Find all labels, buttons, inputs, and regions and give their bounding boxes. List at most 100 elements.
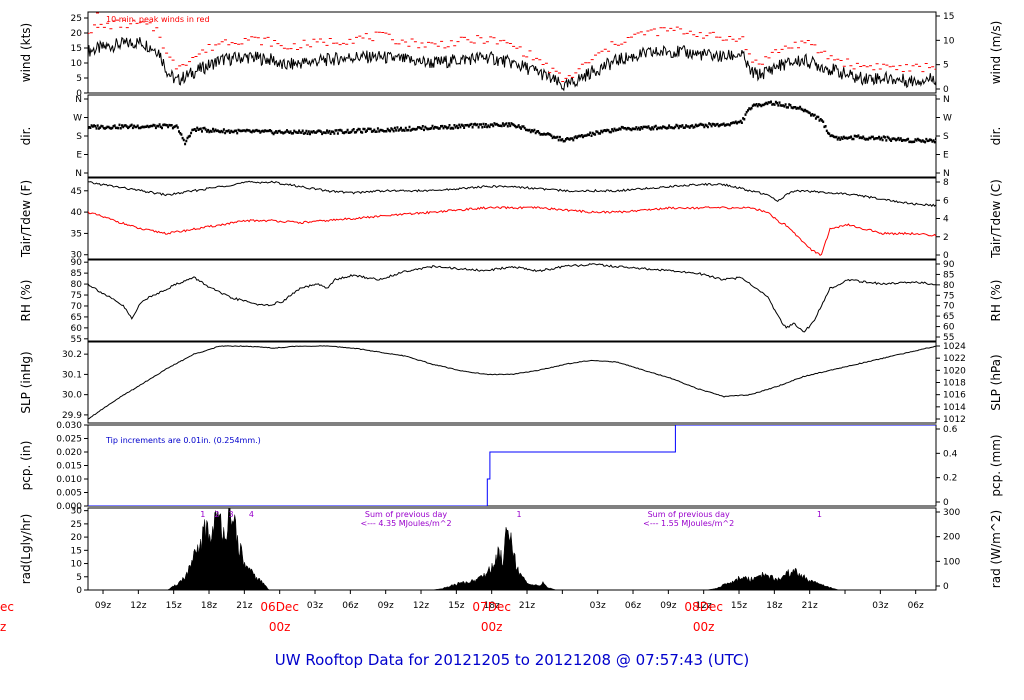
rad-hour-marker: 1 — [517, 510, 522, 519]
slp-rtick-label: 1024 — [943, 342, 966, 352]
rh-rtick-label: 75 — [943, 291, 954, 301]
radiation-series — [88, 508, 936, 590]
dir-plot — [88, 100, 936, 146]
precip-series — [88, 425, 936, 506]
rad-hour-marker: 4 — [249, 510, 254, 519]
slp-ytick-label: 29.9 — [62, 411, 82, 421]
wind-rtick-label: 10 — [943, 36, 955, 46]
x-tick-label: 06z — [625, 601, 641, 611]
temp-rtick-label: 4 — [943, 215, 949, 225]
rad-ytick-label: 15 — [71, 546, 82, 556]
rad-hour-marker: 1 — [200, 510, 205, 519]
pcp-ytick-label: 0.010 — [56, 475, 82, 485]
rad-daily-sum-note: <--- 1.55 MJoules/m^2 — [643, 519, 734, 528]
dir-ytick-label: N — [75, 169, 82, 179]
x-tick-label: 12z — [696, 601, 712, 611]
rh-ytick-label: 60 — [71, 324, 83, 334]
panel-pcp: pcp. (in) pcp. (mm) 0.000 0.005 0.010 0.015 0.… — [19, 421, 1003, 512]
rh-rtick-label: 80 — [943, 281, 955, 291]
wind-ytick-label: 0 — [76, 89, 82, 99]
time-axis: 09z 12z 15z 18z 21z 03z 06z 09z 12z 15z 18z 21z 03z 0… — [0, 590, 924, 634]
temp-rtick-label: 0 — [943, 251, 949, 261]
x-tick-label: 18z — [766, 601, 782, 611]
wind-rtick-label: 0 — [943, 85, 949, 95]
day-hour-label-partial: z — [0, 620, 6, 634]
rad-ylabel: rad(Lgly/hr) — [19, 514, 33, 585]
slp-ytick-label: 30.0 — [62, 391, 82, 401]
x-tick-label: 18z — [201, 601, 217, 611]
dir-ytick-label: N — [75, 95, 82, 105]
rad-daily-sum-note: Sum of previous day — [365, 510, 447, 519]
pcp-rtick-label: 0.6 — [943, 425, 958, 435]
rad-plot — [88, 508, 936, 590]
x-tick-label: 21z — [802, 601, 818, 611]
pcp-ytick-label: 0.030 — [56, 421, 82, 431]
temp-ylabel-right: Tair/Tdew (C) — [989, 179, 1003, 259]
rad-ylabel-right: rad (W/m^2) — [989, 510, 1003, 588]
temp-ylabel: Tair/Tdew (F) — [19, 180, 33, 258]
rh-ytick-label: 65 — [71, 313, 82, 323]
day-hour-label: 00z — [269, 620, 291, 634]
rad-hour-marker: 3 — [229, 510, 234, 519]
panel-slp: SLP (inHg) SLP (hPa) 29.9 30.0 30.1 30.2 1012 1… — [19, 341, 1003, 425]
dir-ylabel-right: dir. — [989, 127, 1003, 146]
x-tick-label: 12z — [130, 601, 146, 611]
slp-rtick-label: 1020 — [943, 366, 966, 376]
slp-ytick-label: 30.1 — [62, 370, 82, 380]
pcp-ylabel-right: pcp. (mm) — [989, 434, 1003, 496]
rh-ytick-label: 75 — [71, 291, 82, 301]
wind-wind-series — [88, 36, 936, 92]
wind-ytick-label: 5 — [76, 74, 82, 84]
rh-ytick-label: 80 — [71, 280, 83, 290]
dir-rtick-label: E — [943, 151, 949, 161]
x-tick-label: 18z — [484, 601, 500, 611]
rad-daily-sum-note: <--- 4.35 MJoules/m^2 — [360, 519, 451, 528]
rad-hour-marker: 1 — [817, 510, 822, 519]
rh-frame — [87, 259, 937, 342]
slp-rtick-label: 1016 — [943, 391, 966, 401]
dir-rtick-label: S — [943, 132, 949, 142]
slp-ylabel-right: SLP (hPa) — [989, 354, 1003, 410]
rh-ylabel-right: RH (%) — [989, 280, 1003, 322]
rad-ytick-label: 10 — [71, 560, 83, 570]
temp-ytick-label: 35 — [71, 229, 82, 239]
chart-title: UW Rooftop Data for 20121205 to 20121208… — [275, 651, 749, 669]
rad-daily-sum-note: Sum of previous day — [648, 510, 730, 519]
dir-rtick-label: N — [943, 95, 950, 105]
day-hour-label: 00z — [481, 620, 503, 634]
wind-ytick-label: 15 — [71, 44, 82, 54]
x-tick-label: 12z — [413, 601, 429, 611]
rad-ytick-label: 0 — [76, 586, 82, 596]
x-tick-label: 21z — [236, 601, 252, 611]
pcp-ylabel: pcp. (in) — [19, 441, 33, 491]
rad-ytick-label: 5 — [76, 573, 82, 583]
rad-rtick-label: 0 — [943, 582, 949, 592]
rh-ytick-label: 70 — [71, 302, 83, 312]
panel-temp: Tair/Tdew (F) Tair/Tdew (C) 30 35 40 45 0 2 4 6 8 — [19, 177, 1003, 261]
pcp-ytick-label: 0.005 — [56, 489, 82, 499]
pcp-rtick-label: 0.2 — [943, 474, 957, 484]
rad-hour-marker: 2 — [214, 510, 219, 519]
wind-ytick-label: 20 — [71, 29, 83, 39]
rh-ytick-label: 55 — [71, 335, 82, 345]
rh-rtick-label: 85 — [943, 270, 954, 280]
x-tick-label: 03z — [872, 601, 888, 611]
slp-ylabel: SLP (inHg) — [19, 351, 33, 413]
x-tick-label: 15z — [166, 601, 182, 611]
rh-rtick-label: 65 — [943, 312, 954, 322]
dir-ytick-label: S — [76, 132, 82, 142]
x-tick-label: 03z — [590, 601, 606, 611]
x-tick-label: 09z — [660, 601, 676, 611]
dir-ylabel: dir. — [19, 127, 33, 146]
rad-ytick-label: 30 — [71, 507, 83, 517]
pcp-ytick-label: 0.000 — [56, 502, 82, 512]
slp-rtick-label: 1014 — [943, 403, 966, 413]
rh-plot — [88, 263, 936, 333]
pcp-plot — [88, 425, 936, 506]
wind-ylabel-right: wind (m/s) — [989, 21, 1003, 85]
day-label: 06Dec — [260, 600, 299, 614]
wind-plot — [88, 19, 936, 92]
x-tick-label: 15z — [731, 601, 747, 611]
x-tick-label: 21z — [519, 601, 535, 611]
panel-rh: RH (%) RH (%)5560657075808590556065707580… — [19, 258, 1003, 345]
